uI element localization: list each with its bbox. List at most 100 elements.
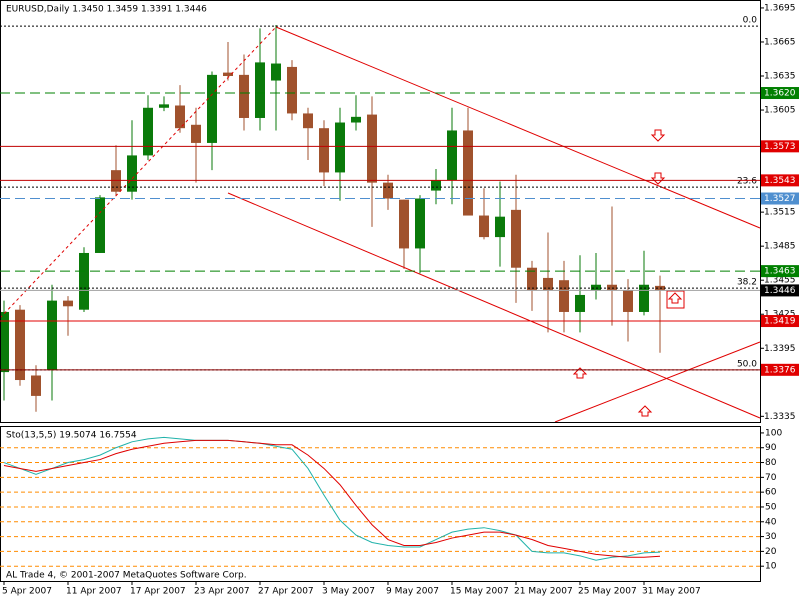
candle-body: [479, 215, 489, 238]
arrow-up: [667, 292, 683, 304]
candle-body: [607, 284, 617, 291]
arrow-up: [637, 405, 653, 417]
candle-body: [543, 277, 553, 291]
candle-body: [623, 290, 633, 312]
x-tick-label: 23 Apr 2007: [194, 587, 250, 597]
y-tick-label: 1.3455: [764, 276, 796, 286]
level-box: [761, 192, 799, 205]
y-tick-label: 30: [765, 532, 777, 542]
level-label: 1.3419: [764, 317, 796, 327]
level-label: 1.3527: [764, 194, 796, 204]
chart-title: EURUSD,Daily 1.3450 1.3459 1.3391 1.3446: [6, 5, 207, 15]
y-tick-label: 10: [765, 562, 777, 572]
fib-label: 50.0: [737, 359, 757, 369]
candle-body: [351, 116, 361, 123]
candle-body: [303, 113, 313, 129]
alert-box: [666, 290, 685, 309]
main-frame: [0, 0, 761, 423]
candle-body: [191, 124, 201, 143]
x-tick-label: 9 May 2007: [386, 587, 439, 597]
level-label: 1.3446: [764, 286, 796, 296]
candle-body: [143, 107, 153, 156]
y-tick-label: 90: [765, 443, 777, 453]
y-tick-label: 1.3485: [764, 242, 796, 252]
level-marker: 1.3376: [761, 363, 799, 376]
candle-body: [0, 311, 9, 373]
drawings: [0, 26, 761, 423]
footer: AL Trade 4, © 2001-2007 MetaQuotes Softw…: [6, 571, 247, 581]
trendline: [227, 192, 761, 419]
candle-body: [527, 267, 537, 291]
candle-body: [159, 104, 169, 108]
trendline: [0, 26, 277, 319]
trendline: [554, 341, 761, 423]
x-tick-label: 5 Apr 2007: [2, 587, 52, 597]
x-tick-label: 15 May 2007: [450, 587, 509, 597]
arrow-up: [572, 367, 588, 379]
candle-body: [31, 375, 41, 396]
x-tick-label: 31 May 2007: [642, 587, 701, 597]
candle-body: [383, 182, 393, 199]
x-tick-label: 27 Apr 2007: [258, 587, 314, 597]
x-tick-label: 25 May 2007: [578, 587, 637, 597]
y-tick-label: 1.3695: [764, 3, 796, 13]
candle-body: [175, 105, 185, 129]
level-box: [761, 265, 799, 278]
candle-body: [207, 74, 217, 143]
candle-body: [575, 294, 585, 312]
candle-body: [15, 309, 25, 381]
arrow-down: [650, 129, 666, 142]
level-box: [761, 174, 799, 187]
level-label: 1.3573: [764, 142, 796, 152]
candle-body: [319, 128, 329, 173]
candle-body: [111, 170, 121, 192]
candle-body: [639, 284, 649, 312]
candle-body: [271, 63, 281, 81]
plot-area: [0, 24, 665, 412]
fib-label: 38.2: [737, 278, 757, 288]
candle-body: [335, 122, 345, 173]
y-tick-label: 1.3665: [764, 37, 796, 47]
indicator-line: [3, 439, 661, 558]
level-marker: 1.3446: [761, 284, 799, 297]
x-tick-label: 17 Apr 2007: [130, 587, 186, 597]
arrow-down: [650, 172, 666, 185]
indicator-frame: [0, 426, 761, 582]
frames: [0, 0, 761, 582]
level-box: [761, 363, 799, 376]
candle-body: [47, 300, 57, 370]
candle-body: [447, 130, 457, 181]
candle-body: [495, 216, 505, 238]
y-tick-label: 40: [765, 517, 777, 527]
candle-body: [559, 280, 569, 312]
candle-body: [591, 284, 601, 291]
candle-body: [367, 114, 377, 183]
y-tick-label: 1.3605: [764, 106, 796, 116]
candle-body: [95, 197, 105, 253]
y-tick-label: 1.3395: [764, 344, 796, 354]
level-label: 1.3376: [764, 365, 796, 375]
level-box: [761, 140, 799, 153]
y-tick-label: 100: [765, 428, 782, 438]
level-box: [761, 87, 799, 100]
fib-label: 0.0: [743, 16, 758, 26]
y-tick-label: 20: [765, 547, 777, 557]
level-label: 1.3543: [764, 176, 796, 186]
y-tick-label: 1.3515: [764, 208, 796, 218]
candle-body: [255, 62, 265, 118]
level-marker: 1.3573: [761, 140, 799, 153]
candle-body: [63, 300, 73, 307]
trendline: [275, 26, 761, 229]
candle-body: [79, 252, 89, 310]
candle-body: [511, 209, 521, 268]
x-tick-label: 21 May 2007: [514, 587, 573, 597]
candle-body: [399, 199, 409, 249]
y-tick-label: 1.3635: [764, 72, 796, 82]
x-tick-label: 3 May 2007: [322, 587, 375, 597]
y-tick-label: 1.3425: [764, 310, 796, 320]
indicator-line: [3, 436, 661, 561]
level-marker: 1.3527: [761, 192, 799, 205]
y-tick-label: 1.3335: [764, 412, 796, 422]
fib-label: 23.6: [737, 177, 757, 187]
